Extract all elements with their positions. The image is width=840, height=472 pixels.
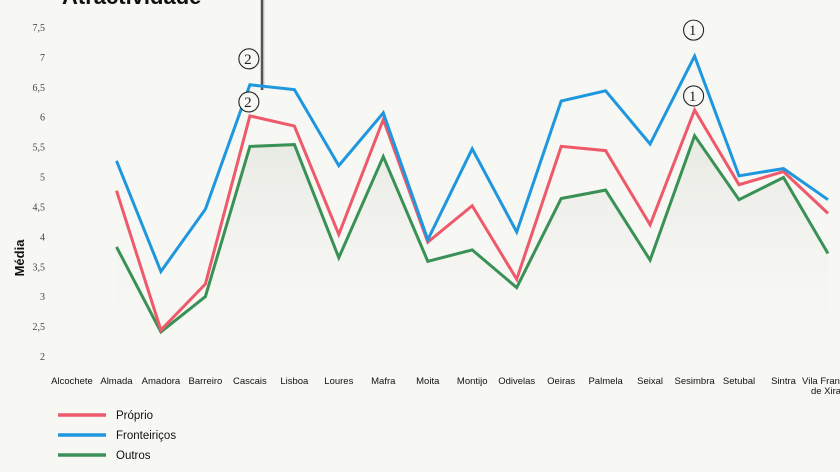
y-tick-label: 3 bbox=[40, 292, 45, 303]
rank-marker: 1 bbox=[683, 19, 705, 41]
x-tick-label-line: Oeiras bbox=[547, 376, 575, 387]
x-tick-label: Odivelas bbox=[498, 376, 535, 387]
shading-layer bbox=[116, 135, 828, 357]
rank-label: 2 bbox=[244, 95, 252, 111]
rank-marker: 1 bbox=[683, 85, 705, 107]
x-tick-label-line: Seixal bbox=[637, 376, 663, 387]
x-tick-label: Sintra bbox=[771, 376, 797, 387]
x-tick-label: Alcochete bbox=[51, 376, 93, 387]
x-tick-label-line: Almada bbox=[100, 376, 133, 387]
x-tick-label-line: Sintra bbox=[771, 376, 797, 387]
chart-title: Atractividade bbox=[62, 0, 201, 9]
rank-circle bbox=[238, 48, 260, 70]
rank-circle bbox=[683, 85, 705, 107]
x-tick-label-line: Cascais bbox=[233, 376, 267, 387]
rank-label: 2 bbox=[244, 52, 252, 68]
annotation-layer: 2 2 1 1 bbox=[238, 19, 705, 113]
x-axis-ticks: Alcochete Almada Amadora Barreiro Cascais Lis… bbox=[51, 376, 840, 397]
series-line-fronteirios bbox=[115, 52, 829, 275]
x-tick-label-line: Palmela bbox=[588, 376, 623, 387]
y-tick-label: 4 bbox=[40, 232, 45, 243]
y-tick-label: 7 bbox=[40, 53, 45, 64]
x-tick-label: Sesimbra bbox=[675, 376, 716, 387]
x-tick-label: Lisboa bbox=[280, 376, 309, 387]
y-tick-label: 3,5 bbox=[33, 262, 46, 273]
legend-label: Fronteiriços bbox=[116, 430, 176, 442]
y-axis-ticks: 7,5 7 6,5 6 5,5 5 4,5 4 3,5 3 2,5 2 bbox=[33, 23, 46, 363]
x-tick-label: Setubal bbox=[723, 376, 755, 387]
y-tick-label: 2 bbox=[40, 352, 45, 363]
rank-label: 1 bbox=[689, 89, 697, 105]
x-tick-label: Oeiras bbox=[547, 376, 575, 387]
x-tick-label-line: Setubal bbox=[723, 376, 755, 387]
y-tick-label: 2,5 bbox=[33, 322, 46, 333]
x-tick-label: Amadora bbox=[142, 376, 181, 387]
y-tick-label: 5,5 bbox=[33, 143, 46, 154]
x-tick-label-line: Sesimbra bbox=[675, 376, 716, 387]
x-tick-label-line: Amadora bbox=[142, 376, 181, 387]
rank-marker: 2 bbox=[238, 48, 260, 70]
x-tick-label: Montijo bbox=[457, 376, 488, 387]
rank-circle bbox=[683, 19, 705, 41]
x-tick-label: Almada bbox=[100, 376, 133, 387]
rank-circle bbox=[238, 91, 260, 113]
x-tick-label-line: de Xira bbox=[811, 386, 840, 397]
x-tick-label-line: Lisboa bbox=[280, 376, 309, 387]
x-tick-label: Loures bbox=[324, 376, 353, 387]
x-tick-label: Palmela bbox=[588, 376, 623, 387]
legend: Próprio Fronteiriços Outros bbox=[58, 410, 176, 462]
series-layer bbox=[115, 52, 830, 335]
y-axis-label: Média bbox=[12, 239, 27, 277]
x-tick-label: Barreiro bbox=[189, 376, 223, 387]
series-shading bbox=[116, 135, 828, 357]
rank-marker: 2 bbox=[238, 91, 260, 113]
x-tick-label-line: Odivelas bbox=[498, 376, 535, 387]
x-tick-label: Moita bbox=[416, 376, 440, 387]
y-tick-label: 6,5 bbox=[33, 83, 46, 94]
x-tick-label: Vila Francade Xira bbox=[802, 376, 840, 397]
x-tick-label-line: Moita bbox=[416, 376, 440, 387]
x-tick-label-line: Loures bbox=[324, 376, 353, 387]
x-tick-label: Seixal bbox=[637, 376, 663, 387]
x-tick-label-line: Alcochete bbox=[51, 376, 93, 387]
rank-label: 1 bbox=[689, 23, 697, 39]
x-tick-label-line: Mafra bbox=[371, 376, 396, 387]
x-tick-label: Cascais bbox=[233, 376, 267, 387]
series-line-outros bbox=[115, 132, 830, 335]
y-tick-label: 6 bbox=[40, 113, 45, 124]
y-tick-label: 4,5 bbox=[33, 202, 46, 213]
y-tick-label: 5 bbox=[40, 173, 45, 184]
series-line-prprio bbox=[115, 106, 830, 333]
y-tick-label: 7,5 bbox=[33, 23, 46, 34]
x-tick-label-line: Montijo bbox=[457, 376, 488, 387]
x-tick-label-line: Vila Franca bbox=[802, 376, 840, 387]
legend-label: Próprio bbox=[116, 410, 153, 422]
x-tick-label: Mafra bbox=[371, 376, 396, 387]
legend-label: Outros bbox=[116, 450, 151, 462]
x-tick-label-line: Barreiro bbox=[189, 376, 223, 387]
